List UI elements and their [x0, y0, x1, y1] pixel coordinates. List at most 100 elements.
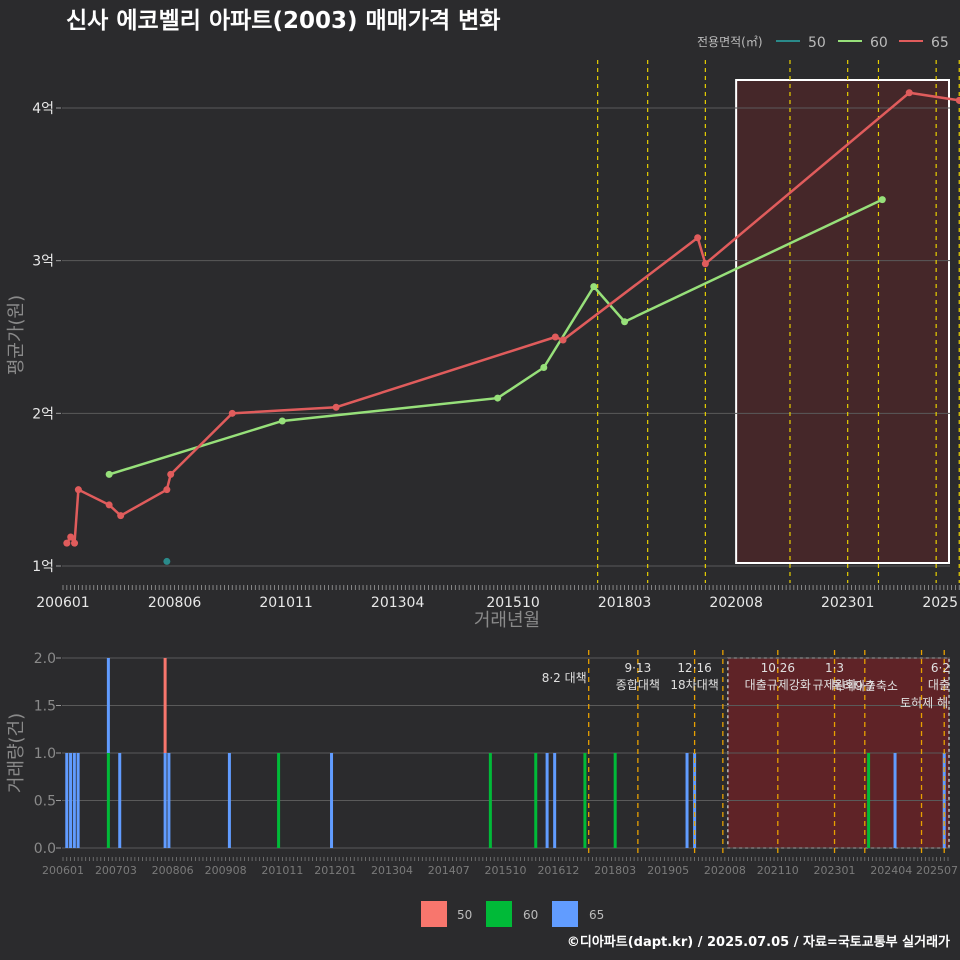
bar-50: [163, 658, 167, 753]
bar-60: [583, 753, 587, 848]
bar-x-tick-label: 201803: [594, 864, 636, 877]
bar-65: [65, 753, 69, 848]
data-point-65: [67, 533, 75, 541]
x-tick-label: 201803: [598, 595, 651, 611]
policy-annotation: 18차대책: [670, 677, 718, 692]
bar-60: [277, 753, 281, 848]
data-point-65: [332, 403, 340, 411]
data-point-65: [74, 486, 82, 494]
bar-x-tick-label: 201407: [428, 864, 470, 877]
bar-x-tick-label: 200908: [205, 864, 247, 877]
bar-y-tick-label: 1.5: [34, 699, 56, 715]
bar-x-tick-label: 201510: [485, 864, 527, 877]
bar-y-tick-label: 1.0: [34, 746, 56, 762]
bar-x-tick-label: 201011: [261, 864, 303, 877]
data-point-60: [494, 394, 502, 402]
y-tick-label: 4억: [32, 101, 54, 117]
data-point-65: [163, 486, 171, 494]
bar-65: [227, 753, 231, 848]
bar-x-tick-label: 202110: [757, 864, 799, 877]
data-point-65: [228, 409, 236, 417]
legend-title: 전용면적(㎡): [697, 35, 763, 49]
bar-x-tick-label: 202507: [916, 864, 958, 877]
data-point-65: [167, 470, 175, 478]
bar-x-tick-label: 202301: [814, 864, 856, 877]
bar-60: [613, 753, 617, 848]
bar-legend-swatch-50: [421, 901, 447, 927]
data-point-65: [117, 512, 125, 520]
policy-annotation: 8·2 대책: [542, 670, 587, 685]
x-tick-label: 202008: [709, 595, 762, 611]
bar-x-tick-label: 200703: [95, 864, 137, 877]
policy-annotation: 대출규제강화: [745, 678, 811, 692]
bar-x-tick-label: 200806: [152, 864, 194, 877]
data-point-60: [278, 417, 286, 425]
bar-x-tick-label: 200601: [42, 864, 84, 877]
bar-60: [106, 753, 110, 848]
policy-annotation: 6·2: [931, 661, 950, 675]
data-point-65: [105, 501, 113, 509]
bar-65: [106, 658, 110, 753]
shaded-period-box: [735, 79, 951, 564]
bar-65: [685, 753, 689, 848]
bar-65: [163, 753, 167, 848]
bar-60: [867, 753, 871, 848]
legend-label-50: 50: [808, 35, 826, 51]
bar-65: [76, 753, 80, 848]
bar-65: [167, 753, 171, 848]
bar-y-tick-label: 0.0: [34, 841, 56, 857]
bar-65: [330, 753, 334, 848]
y-tick-label: 2억: [32, 406, 54, 422]
data-point-65: [701, 260, 709, 268]
x-tick-label: 200601: [36, 595, 89, 611]
bar-65: [693, 753, 697, 848]
bar-x-tick-label: 201304: [371, 864, 413, 877]
data-point-65: [551, 333, 559, 341]
data-point-65: [955, 96, 960, 104]
top-legend: 전용면적(㎡) 50 60 65: [697, 35, 949, 51]
bar-x-tick-label: 202008: [704, 864, 746, 877]
data-point-60: [878, 196, 886, 204]
bar-x-tick-label: 201201: [314, 864, 356, 877]
bar-65: [545, 753, 549, 848]
bar-legend-label-65: 65: [589, 908, 604, 922]
data-point-65: [694, 234, 702, 242]
legend-label-60: 60: [870, 35, 888, 51]
policy-annotation: 9·13: [625, 661, 652, 675]
data-point-60: [540, 364, 548, 372]
bar-legend-label-50: 50: [457, 908, 472, 922]
bar-60: [488, 753, 492, 848]
y-tick-label: 3억: [32, 254, 54, 270]
bar-legend-swatch-65: [552, 901, 578, 927]
bar-65: [118, 753, 122, 848]
bar-65: [69, 753, 73, 848]
bar-y-tick-label: 0.5: [34, 794, 56, 810]
policy-annotation: 특례대출축소: [832, 679, 898, 693]
x-tick-label: 201304: [371, 595, 425, 611]
bar-65: [72, 753, 76, 848]
x-axis-title: 거래년월: [474, 610, 540, 631]
policy-annotation: 토허제 해: [900, 696, 948, 710]
policy-annotation: 9·7: [855, 679, 874, 693]
data-point-65: [63, 539, 71, 547]
footer-credit: ©디아파트(dapt.kr) / 2025.07.05 / 자료=국토교통부 실…: [567, 934, 950, 950]
series-line-65: [65, 91, 960, 547]
bar-legend-label-60: 60: [523, 908, 538, 922]
bar-65: [942, 753, 946, 848]
data-point-60: [621, 318, 629, 326]
x-tick-label: 201510: [486, 595, 539, 611]
policy-annotation: 종합대책: [616, 677, 660, 692]
data-point-60: [590, 283, 598, 291]
bar-65: [893, 753, 897, 848]
bar-x-tick-label: 201612: [537, 864, 579, 877]
chart-title: 신사 에코벨리 아파트(2003) 매매가격 변화: [66, 8, 500, 34]
bar-y-tick-label: 2.0: [34, 651, 56, 667]
legend-label-65: 65: [931, 35, 949, 51]
bar-x-tick-label: 202404: [870, 864, 912, 877]
policy-annotation: 10·26: [761, 661, 795, 675]
y-axis-title: 평균가(원): [6, 295, 27, 375]
bar-x-tick-label: 201905: [647, 864, 689, 877]
policy-annotation: 12·16: [677, 661, 711, 675]
data-point-65: [905, 89, 913, 97]
y-tick-label: 1억: [32, 559, 54, 575]
